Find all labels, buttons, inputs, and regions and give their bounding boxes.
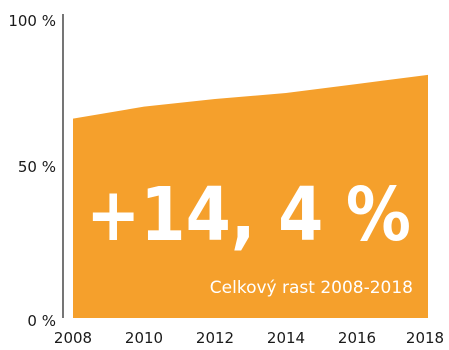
total-growth-value: +14, 4 % <box>86 172 411 258</box>
x-tick-label: 2008 <box>54 329 92 347</box>
y-tick-label: 100 % <box>8 12 56 30</box>
total-growth-caption: Celkový rast 2008-2018 <box>210 278 413 298</box>
x-tick-label: 2016 <box>338 329 376 347</box>
x-tick-label: 2014 <box>267 329 305 347</box>
area-series <box>73 74 428 318</box>
x-tick-label: 2018 <box>406 329 444 347</box>
y-tick-label: 50 % <box>18 158 56 176</box>
x-tick-label: 2012 <box>196 329 234 347</box>
y-tick-label: 0 % <box>27 312 56 330</box>
y-axis-ticks: 0 % 50 % 100 % <box>8 12 56 330</box>
x-axis-ticks: 2008 2010 2012 2014 2016 2018 <box>54 329 444 347</box>
x-tick-label: 2010 <box>125 329 163 347</box>
